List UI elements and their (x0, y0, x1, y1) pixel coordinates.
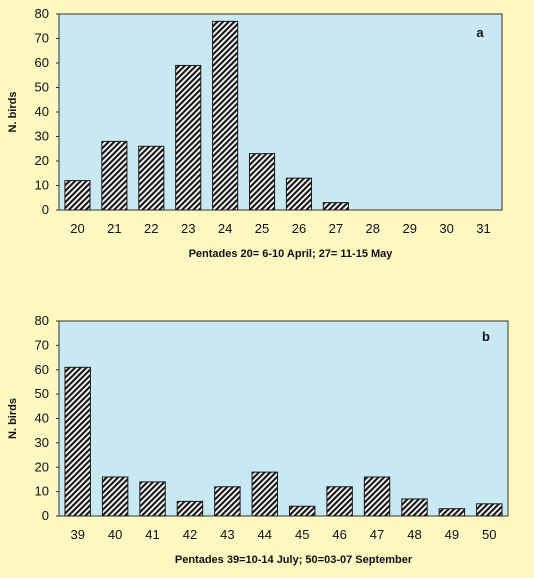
y-tick-label: 40 (35, 104, 49, 119)
bar-20 (64, 180, 91, 211)
bar-48 (401, 498, 428, 517)
x-tick-label: 23 (181, 221, 195, 236)
y-tick-label: 10 (35, 178, 49, 193)
x-tick-label: 43 (220, 527, 234, 542)
bar-45 (288, 505, 316, 517)
x-tick-label: 20 (70, 221, 84, 236)
y-tick-label: 0 (42, 508, 49, 523)
x-tick-label: 42 (183, 527, 197, 542)
chart-panel-b: 0 10 20 30 40 50 60 70 80 39 40 41 42 43 44 45 46 47 48 49 5… (7, 313, 509, 566)
bar-42 (176, 500, 204, 517)
y-tick-label: 50 (35, 80, 49, 95)
x-tick-label: 39 (70, 527, 84, 542)
y-axis-label: N. birds (7, 398, 19, 439)
x-tick-label: 49 (445, 527, 459, 542)
x-tick-label: 27 (329, 221, 343, 236)
x-axis-label: Pentades 39=10-14 July; 50=03-07 Septemb… (175, 554, 413, 566)
panel-label: a (476, 25, 484, 40)
bar-24 (212, 20, 239, 211)
bar-40 (101, 476, 129, 517)
bar-46 (326, 486, 353, 517)
bar-26 (285, 177, 313, 211)
bar-44 (251, 471, 279, 517)
y-tick-label: 70 (35, 337, 49, 352)
y-tick-label: 30 (35, 129, 49, 144)
x-tick-label: 26 (292, 221, 306, 236)
x-axis-label: Pentades 20= 6-10 April; 27= 11-15 May (189, 248, 394, 260)
x-tick-label: 22 (144, 221, 158, 236)
y-tick-label: 20 (35, 459, 49, 474)
y-axis-label: N. birds (7, 92, 19, 133)
x-tick-label: 24 (218, 221, 232, 236)
plot-area (58, 320, 509, 517)
y-tick-label: 80 (35, 313, 49, 328)
x-tick-label: 29 (402, 221, 416, 236)
x-tick-label: 40 (108, 527, 122, 542)
panel-label: b (482, 329, 490, 344)
x-tick-label: 50 (482, 527, 496, 542)
bar-47 (363, 476, 391, 517)
y-tick-label: 20 (35, 153, 49, 168)
x-tick-label: 21 (107, 221, 121, 236)
x-tick-label: 25 (255, 221, 269, 236)
x-tick-label: 31 (476, 221, 490, 236)
x-tick-label: 45 (295, 527, 309, 542)
bar-39 (64, 366, 91, 517)
chart-panel-a: 0 10 20 30 40 50 60 70 80 20 21 22 23 24 25 26 27 28 29 30 3… (7, 6, 503, 260)
plot-area (58, 13, 503, 211)
x-tick-label: 44 (258, 527, 272, 542)
x-tick-label: 46 (332, 527, 346, 542)
y-tick-label: 10 (35, 484, 49, 499)
y-tick-label: 60 (35, 362, 49, 377)
y-tick-label: 0 (42, 202, 49, 217)
x-tick-label: 47 (370, 527, 384, 542)
x-tick-label: 48 (407, 527, 421, 542)
x-tick-label: 28 (366, 221, 380, 236)
bar-22 (138, 145, 165, 211)
y-tick-label: 40 (35, 411, 49, 426)
x-tick-label: 41 (145, 527, 159, 542)
bar-21 (101, 140, 128, 211)
y-tick-label: 30 (35, 435, 49, 450)
bar-25 (248, 153, 276, 211)
bar-43 (214, 486, 241, 517)
bar-23 (175, 64, 202, 211)
bar-41 (139, 481, 166, 517)
x-tick-label: 30 (439, 221, 453, 236)
bar-50 (476, 503, 503, 517)
y-tick-label: 50 (35, 386, 49, 401)
y-tick-label: 70 (35, 31, 49, 46)
bar-49 (438, 508, 466, 517)
y-tick-label: 60 (35, 55, 49, 70)
bar-27 (322, 202, 349, 211)
y-tick-label: 80 (35, 6, 49, 21)
